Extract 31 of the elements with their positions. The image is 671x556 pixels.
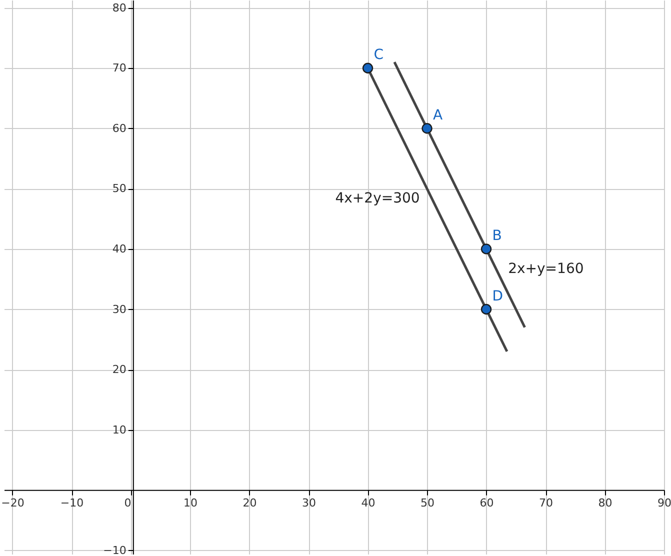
point [362,62,374,74]
y-tick-label: 50 [112,182,126,196]
x-tick-label: −20 [1,496,24,510]
x-tick-label: 10 [184,496,198,510]
y-tick-label: 60 [112,122,126,135]
x-tick-label: 40 [361,496,376,510]
x-tick-label: 0 [124,496,132,510]
point [480,244,492,254]
data-label: A [433,107,444,124]
x-tick-label: 90 [658,496,671,510]
x-tick-label: −10 [60,496,84,510]
x-tick-label: 70 [539,496,554,510]
y-tick-label: 40 [112,242,126,256]
series-label: 2x+y=160 [508,260,584,277]
x-tick-label: 30 [302,496,316,510]
x-tick-label: 20 [242,496,257,510]
y-tick-label: 70 [112,62,126,75]
x-tick-label: 60 [480,496,494,510]
point [422,123,432,134]
data-label: D [492,288,504,304]
y-tick-label: 80 [112,1,126,14]
y-tick-label: 20 [112,363,126,376]
x-tick-label: 80 [598,496,612,510]
y-tick-label: 10 [112,423,126,436]
data-label: B [492,228,502,244]
y-tick-label: 30 [112,302,126,316]
point [480,304,492,315]
y-tick-label: −10 [103,544,126,556]
series-label: 4x+2y=300 [335,190,420,206]
data-label: C [374,47,384,64]
x-tick-label: 50 [420,496,435,510]
